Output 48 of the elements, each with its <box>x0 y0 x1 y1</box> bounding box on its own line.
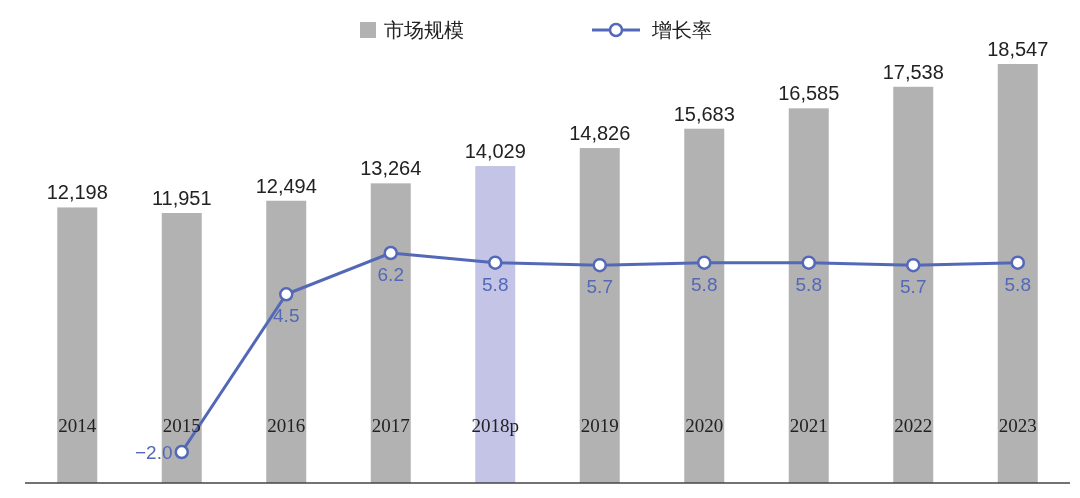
data-label: 18,547 <box>987 38 1049 60</box>
x-tick-label: 2014 <box>58 415 97 436</box>
bar <box>266 200 307 483</box>
legend-label: 市场规模 <box>384 19 464 41</box>
x-tick-label: 2019 <box>580 415 619 436</box>
data-label: 14,029 <box>464 140 526 163</box>
data-label: 14,826 <box>569 122 631 145</box>
point <box>383 245 398 261</box>
data-label: 5.8 <box>1004 273 1031 295</box>
bar <box>57 207 98 483</box>
point <box>174 444 189 460</box>
data-label: 12,494 <box>255 174 317 197</box>
data-label: 5.8 <box>691 273 718 295</box>
data-label: 6.2 <box>377 264 404 285</box>
bar <box>788 108 829 483</box>
point <box>488 255 503 270</box>
data-label: 17,538 <box>882 60 944 83</box>
x-tick-label: 2015 <box>162 415 201 436</box>
point <box>279 287 294 302</box>
x-tick-label: 2021 <box>789 415 828 436</box>
x-tick-label: 2017 <box>371 415 410 436</box>
bar <box>579 148 620 483</box>
bar <box>893 86 934 483</box>
bar <box>684 128 725 483</box>
point <box>697 255 712 270</box>
data-label: 5.7 <box>900 276 927 298</box>
data-label: 11,951 <box>151 187 212 210</box>
point <box>1010 255 1025 270</box>
x-tick-label: 2018p <box>471 415 519 436</box>
data-label: 5.8 <box>795 273 822 295</box>
data-label: 15,683 <box>673 102 735 125</box>
point <box>592 257 607 273</box>
legend-label: 增长率 <box>651 19 712 41</box>
bar <box>997 64 1038 483</box>
data-label: 5.8 <box>482 273 509 295</box>
data-label: −2.0 <box>134 442 173 463</box>
x-tick-label: 2016 <box>267 415 306 436</box>
point <box>801 255 816 270</box>
x-tick-label: 2020 <box>685 415 724 436</box>
data-label: 13,264 <box>360 157 422 180</box>
x-tick-label: 2023 <box>998 415 1037 436</box>
data-label: 5.7 <box>586 276 613 298</box>
data-label: 4.5 <box>273 305 300 327</box>
x-tick-label: 2022 <box>894 415 933 436</box>
data-label: 16,585 <box>778 82 840 105</box>
data-label: 12,198 <box>46 181 108 204</box>
point <box>906 257 921 273</box>
bar <box>370 183 411 483</box>
